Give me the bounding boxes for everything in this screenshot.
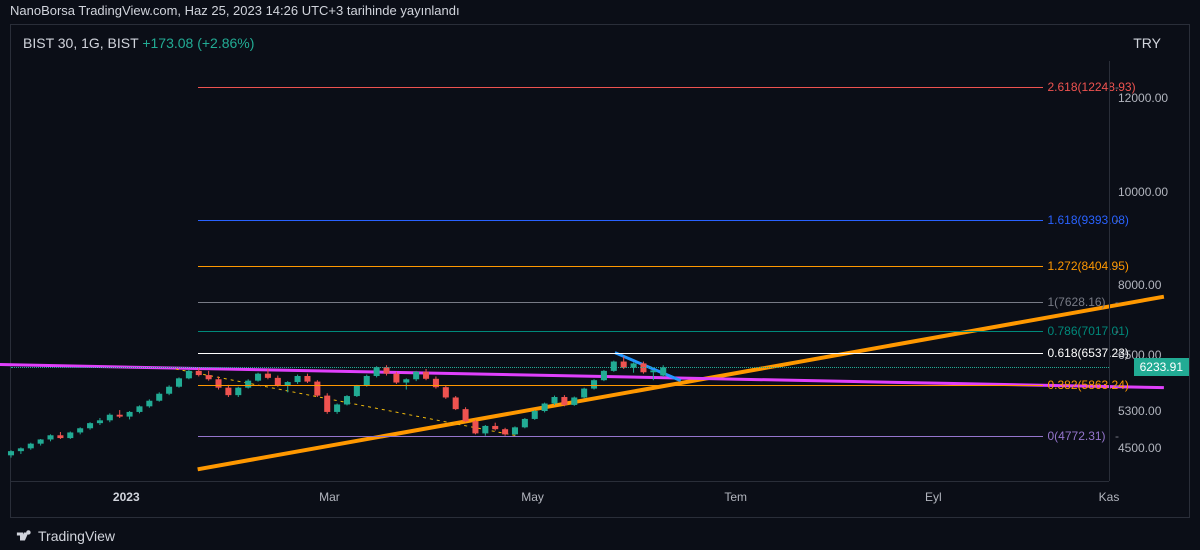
currency-label: TRY	[1133, 35, 1161, 51]
fib-line	[198, 436, 1043, 437]
publish-header: NanoBorsa TradingView.com, Haz 25, 2023 …	[0, 0, 1200, 24]
fib-line	[198, 385, 1043, 386]
fib-label: 1(7628.16)	[1048, 295, 1106, 309]
publisher-line: NanoBorsa TradingView.com, Haz 25, 2023 …	[10, 3, 460, 18]
x-tick: Eyl	[925, 490, 942, 504]
x-tick: Mar	[319, 490, 340, 504]
candle-layer	[11, 61, 1109, 481]
tradingview-logo-icon	[16, 528, 32, 544]
y-tick: 8000.00	[1118, 278, 1161, 292]
y-tick: 12000.00	[1118, 91, 1168, 105]
footer-brand: TradingView	[16, 528, 115, 544]
plot-area[interactable]: 2.618(12248.93)-1.618(9393.08)-1.272(840…	[11, 61, 1109, 481]
footer-brand-text: TradingView	[38, 528, 115, 544]
symbol-info: BIST 30, 1G, BIST +173.08 (+2.86%)	[23, 35, 254, 51]
x-tick: 2023	[113, 490, 140, 504]
last-price-tag: 6233.91	[1134, 358, 1189, 376]
y-tick: 5300.00	[1118, 404, 1161, 418]
last-price-line	[11, 367, 1109, 368]
x-tick: Tem	[724, 490, 747, 504]
fib-line	[198, 220, 1043, 221]
x-tick: May	[521, 490, 544, 504]
fib-line	[198, 266, 1043, 267]
symbol-label: BIST 30, 1G, BIST	[23, 35, 138, 51]
y-tick: 10000.00	[1118, 185, 1168, 199]
fib-line	[198, 87, 1043, 88]
y-tick: 4500.00	[1118, 441, 1161, 455]
fib-line	[198, 302, 1043, 303]
chart-frame: BIST 30, 1G, BIST +173.08 (+2.86%) TRY 2…	[10, 24, 1190, 518]
fib-label: 0(4772.31)	[1048, 429, 1106, 443]
price-axis[interactable]: 12000.0010000.008000.006500.005300.00450…	[1109, 61, 1189, 481]
time-axis[interactable]: 2023MarMayTemEylKas	[11, 481, 1109, 517]
fib-line	[198, 331, 1043, 332]
fib-line	[198, 353, 1043, 354]
change-label: +173.08 (+2.86%)	[142, 35, 254, 51]
x-tick: Kas	[1099, 490, 1120, 504]
